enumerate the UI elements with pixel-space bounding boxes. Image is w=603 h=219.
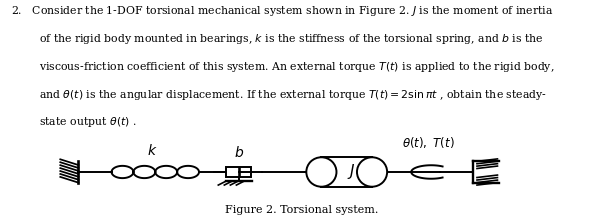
Text: state output $\theta(t)$ .: state output $\theta(t)$ . — [39, 115, 137, 129]
Text: Figure 2. Torsional system.: Figure 2. Torsional system. — [225, 205, 378, 215]
Text: $J$: $J$ — [347, 162, 356, 182]
Text: 2.   Consider the 1-DOF torsional mechanical system shown in Figure 2. $J$ is th: 2. Consider the 1-DOF torsional mechanic… — [11, 4, 553, 18]
Text: $\theta(t),\ T(t)$: $\theta(t),\ T(t)$ — [402, 134, 455, 150]
Ellipse shape — [306, 157, 336, 187]
Bar — [226, 167, 251, 177]
Text: $b$: $b$ — [234, 145, 244, 159]
Text: $k$: $k$ — [147, 143, 157, 158]
Text: and $\theta(t)$ is the angular displacement. If the external torque $T(t) = 2\si: and $\theta(t)$ is the angular displacem… — [39, 88, 548, 102]
Ellipse shape — [357, 157, 387, 187]
Text: of the rigid body mounted in bearings, $k$ is the stiffness of the torsional spr: of the rigid body mounted in bearings, $… — [39, 32, 544, 46]
Text: viscous-friction coefficient of this system. An external torque $T(t)$ is applie: viscous-friction coefficient of this sys… — [39, 60, 555, 74]
